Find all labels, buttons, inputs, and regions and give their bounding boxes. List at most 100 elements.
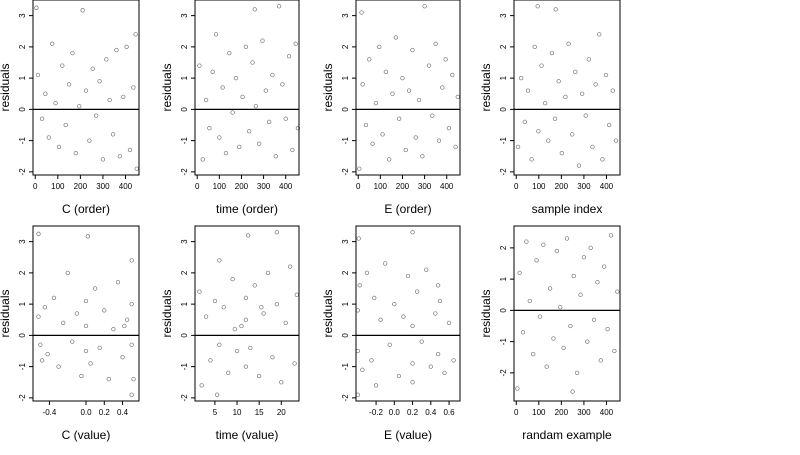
data-point — [34, 5, 39, 10]
x-tick-label: 300 — [577, 408, 591, 417]
data-point — [207, 125, 212, 131]
x-tick-label: 0.6 — [443, 408, 455, 417]
data-point — [593, 82, 598, 87]
data-point — [65, 270, 70, 276]
data-point — [38, 342, 43, 347]
x-tick-label: -0.4 — [43, 408, 57, 417]
data-point — [70, 339, 75, 344]
data-point — [227, 50, 232, 56]
data-point — [406, 88, 412, 93]
y-tick-label: 1 — [341, 301, 350, 306]
y-tick-label: 1 — [341, 75, 350, 80]
data-point — [121, 94, 126, 100]
data-point — [556, 79, 561, 84]
y-tick-label: 2 — [341, 44, 350, 49]
data-point — [551, 336, 556, 341]
data-point — [383, 261, 388, 266]
data-point — [294, 292, 299, 297]
y-tick-label: -2 — [18, 168, 27, 176]
data-point — [124, 44, 129, 50]
data-point — [443, 57, 448, 62]
data-point — [293, 41, 298, 46]
x-tick-label: 0.0 — [80, 408, 92, 417]
data-point — [547, 286, 553, 291]
x-tick-label: 0 — [195, 182, 200, 191]
y-tick-label: -1 — [341, 137, 350, 145]
y-tick-label: 3 — [18, 239, 27, 244]
data-point — [88, 361, 93, 366]
panel-6: -2 -1 0 1 2 3 5 10 15 20 residuals time (value) — [160, 225, 300, 442]
data-point — [413, 135, 418, 140]
data-point — [515, 144, 521, 150]
x-tick-label: 100 — [532, 182, 546, 191]
data-point — [87, 138, 92, 143]
data-point — [552, 116, 558, 121]
data-point — [131, 376, 136, 382]
data-point — [410, 380, 415, 385]
x-tick-label: 400 — [600, 408, 614, 417]
data-point — [360, 82, 365, 87]
data-point — [35, 72, 41, 78]
y-axis-label: residuals — [479, 289, 493, 337]
data-point — [520, 330, 526, 335]
data-point — [401, 314, 406, 319]
data-point — [100, 157, 106, 162]
data-point — [603, 72, 609, 78]
panel-5: -2 -1 0 1 2 3 -0.4 0.0 0.2 0.4 residuals C (value) — [0, 225, 140, 442]
y-tick-label: -2 — [499, 369, 508, 377]
data-point — [419, 339, 424, 344]
data-point — [97, 79, 102, 84]
data-point — [433, 311, 438, 316]
data-point — [579, 91, 585, 96]
x-tick-label: 200 — [555, 182, 569, 191]
data-point — [392, 301, 397, 307]
y-tick-label: 3 — [18, 13, 27, 18]
x-tick-label: 300 — [418, 182, 432, 191]
data-point — [77, 104, 82, 109]
x-axis-label: time (order) — [216, 202, 278, 216]
data-point — [83, 323, 89, 329]
data-point — [199, 383, 204, 388]
data-point — [279, 380, 284, 385]
y-tick-label: 2 — [180, 44, 189, 49]
x-tick-label: 400 — [440, 182, 454, 191]
x-axis-label: E (value) — [384, 428, 432, 442]
data-point — [378, 317, 383, 322]
data-point — [240, 94, 245, 100]
data-point — [566, 41, 571, 46]
data-point — [355, 392, 360, 397]
data-point — [387, 157, 392, 162]
data-point — [357, 283, 362, 288]
data-point — [274, 230, 280, 235]
y-tick-label: 0 — [499, 107, 508, 112]
x-tick-label: 400 — [279, 182, 293, 191]
data-point — [578, 292, 583, 297]
data-point — [553, 7, 558, 12]
y-tick-label: 0 — [180, 333, 189, 338]
data-point — [83, 348, 89, 354]
data-point — [410, 47, 415, 53]
data-point — [574, 370, 580, 376]
y-axis-label: residuals — [0, 63, 12, 111]
data-point — [396, 116, 402, 121]
data-point — [542, 100, 548, 106]
x-tick-label: 10 — [233, 408, 242, 417]
data-point — [39, 358, 45, 363]
data-point — [217, 342, 222, 347]
data-point — [257, 373, 262, 379]
data-point — [615, 289, 620, 294]
data-point — [534, 258, 539, 263]
y-tick-label: 0 — [180, 107, 189, 112]
plot-frame — [355, 0, 461, 176]
data-point — [435, 351, 441, 357]
data-point — [554, 248, 560, 254]
data-point — [453, 144, 458, 150]
data-point — [127, 147, 133, 153]
data-point — [217, 135, 222, 140]
data-point — [252, 7, 257, 12]
data-point — [114, 47, 119, 53]
data-point — [377, 44, 382, 50]
data-point — [230, 110, 235, 115]
x-tick-label: 200 — [396, 182, 410, 191]
data-point — [45, 351, 50, 357]
